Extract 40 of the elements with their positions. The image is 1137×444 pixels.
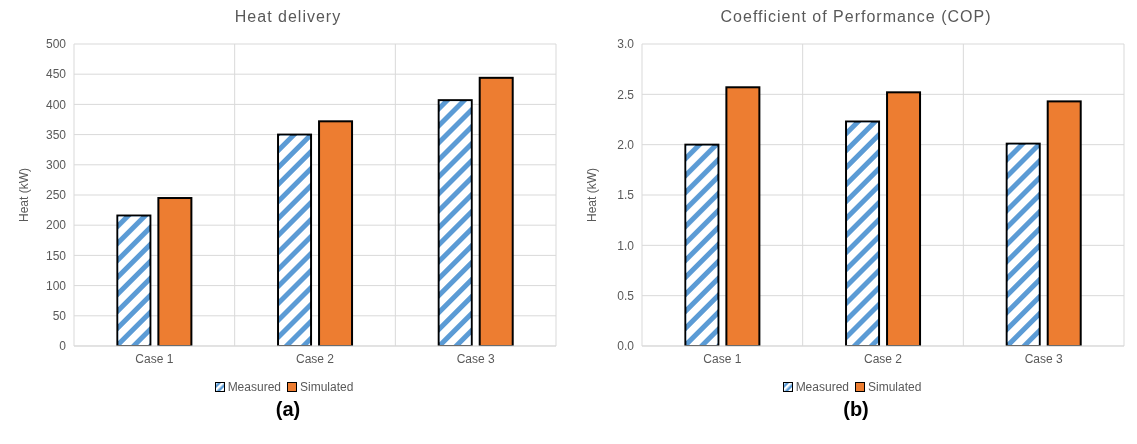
- y-tick-label: 0.0: [617, 339, 635, 354]
- x-tick-label: Case 1: [135, 351, 174, 366]
- bar: [886, 91, 922, 346]
- legend-label: Measured: [226, 380, 281, 394]
- y-tick-label: 450: [45, 67, 67, 82]
- bar: [1046, 100, 1082, 346]
- y-tick-label: 400: [45, 97, 67, 112]
- y-axis-title: Heat (kW): [17, 168, 32, 222]
- bar: [725, 86, 761, 346]
- y-tick-label: 100: [45, 278, 67, 293]
- bar: [478, 76, 514, 346]
- y-tick-label: 1.0: [617, 238, 635, 253]
- text: (a): [274, 398, 302, 421]
- y-tick-label: 2.5: [617, 87, 635, 102]
- x-tick-label: Case 1: [703, 351, 742, 366]
- y-axis-title: Heat (kW): [585, 168, 600, 222]
- y-tick-label: 200: [45, 218, 67, 233]
- y-tick-label: 250: [45, 188, 67, 203]
- y-tick-label: 3.0: [617, 37, 635, 52]
- x-tick-label: Case 2: [863, 351, 903, 366]
- x-tick-label: Case 3: [1024, 351, 1063, 366]
- chart-title: Coefficient of Performance (COP): [719, 8, 993, 27]
- bar: [157, 197, 193, 346]
- legend-label: Simulated: [299, 380, 354, 394]
- y-tick-label: 150: [45, 248, 67, 263]
- legend-label: Simulated: [867, 380, 922, 394]
- legend-label: Measured: [794, 380, 849, 394]
- y-tick-label: 0.5: [617, 288, 635, 303]
- y-tick-label: 1.5: [617, 188, 635, 203]
- text: (b): [842, 398, 870, 421]
- x-tick-label: Case 3: [456, 351, 495, 366]
- y-tick-label: 300: [45, 158, 67, 173]
- x-tick-label: Case 2: [295, 351, 335, 366]
- y-tick-label: 500: [45, 37, 67, 52]
- y-tick-label: 2.0: [617, 137, 635, 152]
- y-tick-label: 50: [52, 309, 67, 324]
- y-tick-label: 0: [59, 339, 67, 354]
- chart-title: Heat delivery: [233, 8, 343, 27]
- bar: [318, 120, 354, 346]
- y-tick-label: 350: [45, 127, 67, 142]
